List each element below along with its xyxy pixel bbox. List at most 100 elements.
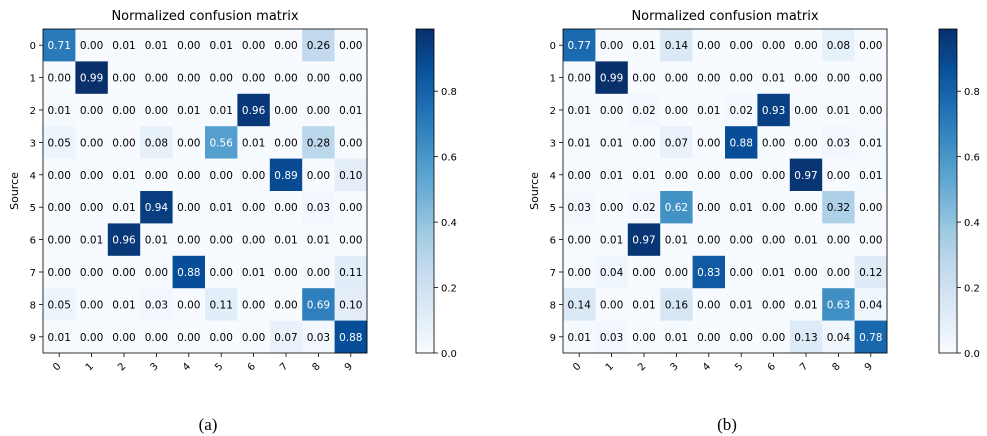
cell-value-label: 0.00: [112, 73, 135, 85]
heatmap-cell: [822, 61, 855, 95]
y-tick-label: 2: [30, 106, 36, 117]
heatmap-cell: [789, 191, 823, 224]
heatmap-cell: [107, 288, 141, 321]
heatmap-cell: [757, 61, 791, 95]
heatmap-cell: [43, 320, 76, 354]
heatmap-cell: [854, 158, 888, 192]
cell-value-label: 0.00: [827, 235, 850, 247]
cell-value-label: 0.10: [339, 299, 362, 311]
colorbar: [938, 28, 958, 354]
colorbar-tick-label: 0.4: [441, 218, 457, 229]
cell-value-label: 0.01: [665, 332, 688, 344]
cell-value-label: 0.04: [827, 332, 851, 344]
heatmap-cell: [107, 126, 141, 159]
cell-value-label: 0.01: [697, 105, 720, 117]
heatmap-cell: [757, 191, 791, 224]
cell-value-label: 0.00: [730, 73, 753, 85]
heatmap-cell: [107, 29, 141, 62]
cell-value-label: 0.00: [600, 105, 623, 117]
heatmap-cell: [237, 288, 271, 321]
cell-value-label: 0.00: [274, 267, 297, 279]
cell-value-label: 0.13: [794, 332, 817, 344]
y-tick-label: 3: [30, 138, 36, 149]
cell-value-label: 0.28: [307, 137, 330, 149]
cell-value-label: 0.00: [145, 332, 168, 344]
cell-value-label: 0.00: [632, 267, 655, 279]
heatmap-cell: [302, 223, 335, 257]
y-tick-label: 7: [30, 268, 36, 279]
heatmap-cell: [789, 61, 823, 95]
cell-value-label: 0.01: [859, 137, 882, 149]
heatmap-cell: [140, 61, 173, 95]
heatmap-cell: [334, 29, 368, 62]
heatmap-cell: [757, 288, 791, 321]
y-tick-label: 9: [550, 333, 556, 344]
cell-value-label: 0.00: [210, 332, 233, 344]
heatmap-cell: [822, 29, 855, 62]
cell-value-label: 0.00: [730, 267, 753, 279]
cell-value-label: 0.00: [242, 332, 265, 344]
cell-value-label: 0.11: [210, 299, 233, 311]
cell-value-label: 0.00: [859, 40, 882, 52]
cell-value-label: 0.01: [112, 40, 135, 52]
cell-value-label: 0.01: [632, 299, 655, 311]
heatmap-cell: [725, 320, 758, 354]
heatmap-cell: [692, 29, 726, 62]
cell-value-label: 0.00: [274, 105, 297, 117]
heatmap-cell: [627, 158, 661, 192]
cell-value-label: 0.03: [568, 202, 591, 214]
heatmap-cell: [205, 223, 238, 257]
heatmap-cell: [43, 93, 76, 127]
heatmap-cell: [334, 93, 368, 127]
subfigure-caption: (a): [199, 415, 218, 434]
heatmap-cell: [725, 93, 758, 127]
cell-value-label: 0.03: [145, 299, 168, 311]
chart-title: Normalized confusion matrix: [111, 9, 298, 24]
cell-value-label: 0.02: [632, 202, 655, 214]
cell-value-label: 0.01: [762, 267, 785, 279]
y-tick-label: 5: [550, 203, 556, 214]
heatmap-cell: [107, 320, 141, 354]
heatmap-cell: [595, 223, 629, 257]
cell-value-label: 0.01: [568, 137, 591, 149]
cell-value-label: 0.01: [307, 235, 330, 247]
heatmap-cell: [43, 255, 76, 289]
heatmap-cell: [854, 288, 888, 321]
cell-value-label: 0.02: [730, 105, 753, 117]
heatmap-cell: [302, 126, 335, 159]
cell-value-label: 0.00: [697, 170, 720, 182]
heatmap-cell: [563, 61, 596, 95]
cell-value-label: 0.14: [665, 40, 689, 52]
heatmap-cell: [660, 61, 693, 95]
x-tick-label: 8: [310, 361, 322, 373]
heatmap-cell: [269, 29, 303, 62]
cell-value-label: 0.99: [600, 73, 623, 85]
cell-value-label: 0.96: [242, 105, 266, 117]
heatmap-cell: [660, 191, 693, 224]
cell-value-label: 0.00: [48, 202, 71, 214]
x-tick-label: 6: [246, 361, 258, 373]
cell-value-label: 0.05: [48, 299, 71, 311]
cell-value-label: 0.01: [730, 202, 753, 214]
heatmap-cell: [692, 223, 726, 257]
cell-value-label: 0.89: [274, 170, 297, 182]
cell-value-label: 0.00: [827, 73, 850, 85]
cell-value-label: 0.88: [177, 267, 200, 279]
heatmap-cell: [140, 223, 173, 257]
cell-value-label: 0.00: [48, 170, 71, 182]
cell-value-label: 0.01: [112, 299, 135, 311]
heatmap-cell: [692, 255, 726, 289]
cell-value-label: 0.01: [859, 170, 882, 182]
heatmap-cell: [595, 255, 629, 289]
heatmap-cell: [107, 61, 141, 95]
cell-value-label: 0.00: [145, 73, 168, 85]
cell-value-label: 0.00: [274, 299, 297, 311]
x-tick-label: 7: [278, 361, 290, 373]
heatmap-cell: [789, 93, 823, 127]
cell-value-label: 0.00: [794, 40, 817, 52]
heatmap-cell: [563, 126, 596, 159]
heatmap-cell: [692, 61, 726, 95]
heatmap-cell: [75, 320, 109, 354]
cell-value-label: 0.03: [600, 332, 623, 344]
cell-value-label: 0.00: [112, 105, 135, 117]
